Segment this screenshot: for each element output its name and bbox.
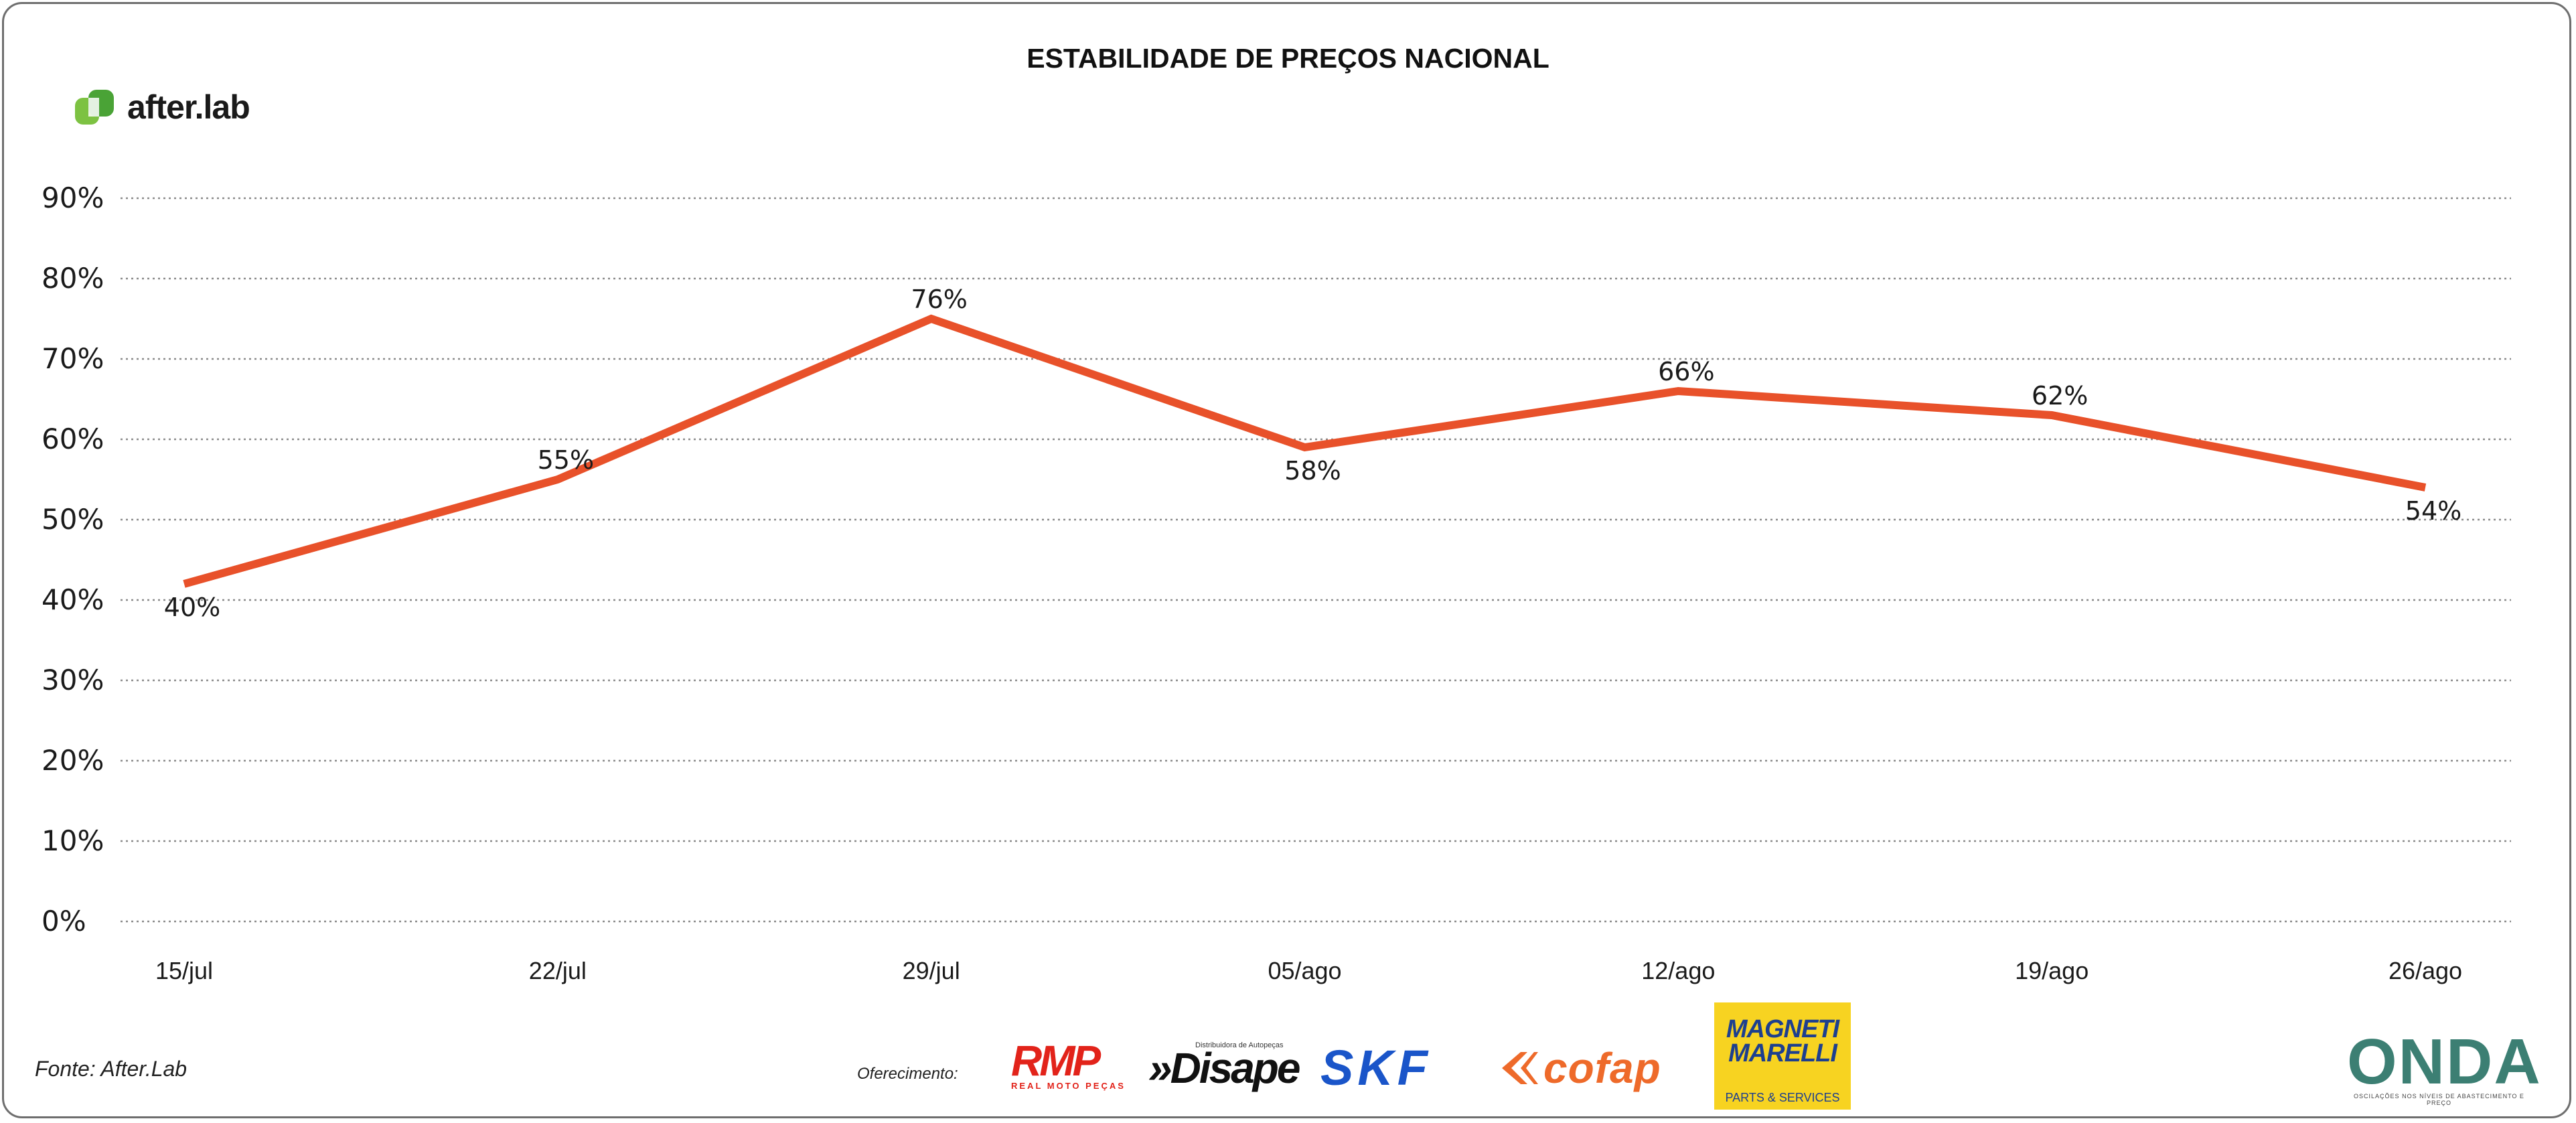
cofap-chevron-icon — [1502, 1052, 1538, 1084]
magneti-logo-name: MAGNETI MARELLI — [1726, 1015, 1839, 1067]
cofap-logo-name: cofap — [1543, 1044, 1661, 1092]
onda-logo-name: ONDA — [2347, 1026, 2542, 1098]
series-line — [183, 314, 2427, 588]
x-axis-ticks: 15/jul 22/jul 29/jul 05/ago 12/ago 19/ago 26/a… — [155, 957, 2462, 984]
disape-logo-tagline: Distribuidora de Autopeças — [1195, 1041, 1284, 1049]
y-tick-label: 0% — [42, 905, 86, 938]
data-label: 66% — [1658, 357, 1714, 386]
brand-logo: after.lab — [74, 87, 250, 127]
data-label: 62% — [2032, 381, 2088, 410]
x-tick-label: 22/jul — [529, 957, 587, 984]
y-tick-label: 20% — [42, 744, 104, 777]
source-note: Fonte: After.Lab — [35, 1057, 187, 1081]
grid-lines — [121, 197, 2511, 923]
y-tick-label: 90% — [42, 181, 104, 214]
rmp-logo-tagline: REAL MOTO PEÇAS — [1011, 1081, 1126, 1091]
magneti-marelli-logo: MAGNETI MARELLI PARTS & SERVICES — [1714, 1002, 1851, 1110]
onda-logo-tagline: OSCILAÇÕES NOS NÍVEIS DE ABASTECIMENTO E… — [2354, 1093, 2524, 1106]
rmp-logo: RMP REAL MOTO PEÇAS — [1011, 1037, 1128, 1091]
x-tick-label: 19/ago — [2015, 957, 2089, 984]
disape-logo-name: »Disape — [1148, 1044, 1300, 1092]
data-label: 58% — [1284, 456, 1341, 485]
magneti-logo-tagline: PARTS & SERVICES — [1725, 1091, 1840, 1104]
data-label: 54% — [2405, 496, 2461, 526]
brand-name: after.lab — [127, 88, 250, 126]
y-tick-label: 30% — [42, 664, 104, 696]
y-tick-label: 40% — [42, 583, 104, 616]
y-tick-label: 50% — [42, 503, 104, 536]
y-tick-label: 70% — [42, 342, 104, 375]
y-tick-label: 10% — [42, 824, 104, 857]
after-lab-logo-icon — [75, 90, 114, 125]
onda-logo: ONDA OSCILAÇÕES NOS NÍVEIS DE ABASTECIME… — [2347, 1026, 2542, 1107]
x-tick-label: 12/ago — [1641, 957, 1715, 984]
disape-logo: Distribuidora de Autopeças »Disape — [1148, 1041, 1302, 1092]
y-tick-label: 60% — [42, 423, 104, 455]
y-tick-label: 80% — [42, 262, 104, 295]
cofap-logo: cofap — [1498, 1044, 1692, 1092]
data-labels: 40% 55% 76% 58% 66% 62% 54% — [164, 285, 2461, 622]
sponsor-label: Oferecimento: — [857, 1065, 958, 1083]
x-tick-label: 26/ago — [2389, 957, 2462, 984]
chart-title: ESTABILIDADE DE PREÇOS NACIONAL — [1027, 43, 1549, 74]
skf-logo: SKF — [1320, 1040, 1432, 1096]
x-tick-label: 15/jul — [155, 957, 213, 984]
rmp-logo-name: RMP — [1011, 1037, 1101, 1085]
data-label: 40% — [164, 593, 220, 622]
data-label: 55% — [538, 445, 594, 475]
data-label: 76% — [911, 285, 967, 314]
x-tick-label: 29/jul — [903, 957, 960, 984]
x-tick-label: 05/ago — [1268, 957, 1341, 984]
series-line-layer — [183, 314, 2427, 588]
y-axis-ticks: 0% 10% 20% 30% 40% 50% 60% 70% 80% 90% — [42, 181, 104, 938]
